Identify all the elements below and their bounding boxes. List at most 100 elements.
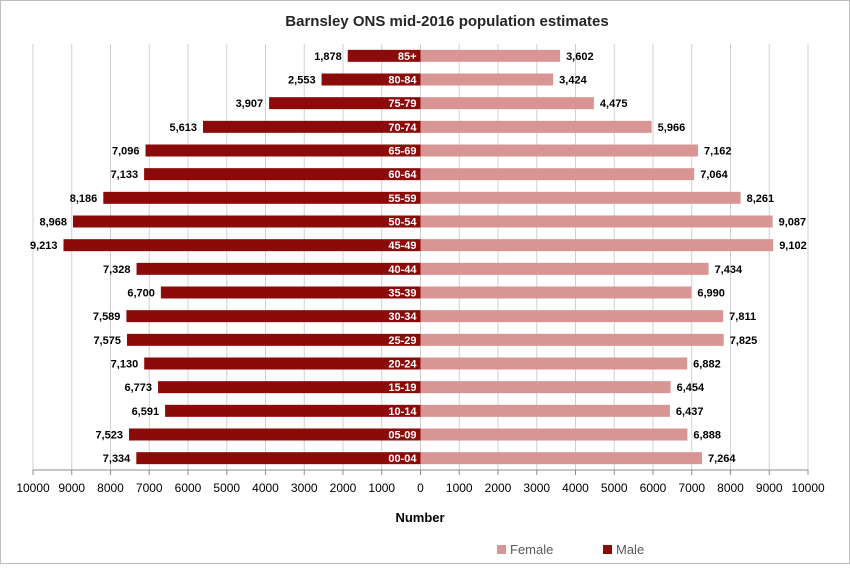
male-data-label: 3,907 — [236, 98, 264, 110]
x-tick-label: 9000 — [756, 481, 783, 495]
female-data-label: 7,825 — [730, 335, 758, 347]
x-tick-label: 3000 — [291, 481, 318, 495]
male-bar — [144, 357, 421, 370]
female-data-label: 6,437 — [676, 406, 704, 418]
x-tick-label: 10000 — [791, 481, 825, 495]
age-group-label: 85+ — [398, 51, 417, 63]
female-bar — [420, 357, 688, 370]
female-data-label: 7,434 — [715, 264, 743, 276]
age-group-label: 35-39 — [388, 288, 416, 300]
female-bar — [420, 333, 724, 346]
age-group-label: 45-49 — [388, 240, 416, 252]
female-data-label: 3,602 — [566, 51, 594, 63]
male-bar — [136, 452, 421, 465]
legend-label-male: Male — [616, 542, 644, 557]
x-tick-label: 6000 — [640, 481, 667, 495]
x-tick-label: 9000 — [58, 481, 85, 495]
female-bar — [420, 286, 692, 299]
female-bar — [420, 452, 702, 465]
female-data-label: 7,064 — [700, 169, 728, 181]
x-tick-label: 5000 — [213, 481, 240, 495]
female-data-label: 6,888 — [693, 430, 721, 442]
age-group-label: 50-54 — [388, 217, 417, 229]
gridlines — [32, 44, 809, 475]
female-data-label: 7,811 — [729, 311, 756, 323]
male-data-label: 7,523 — [95, 430, 123, 442]
male-data-label: 7,589 — [93, 311, 121, 323]
male-data-label: 7,096 — [112, 146, 140, 158]
male-bar — [103, 191, 421, 204]
x-tick-labels: 10000 9000 8000 7000 6000 5000 4000 3000 2000 100… — [16, 481, 825, 495]
female-bar — [420, 191, 741, 204]
female-data-label: 9,102 — [779, 240, 807, 252]
female-data-label: 4,475 — [600, 98, 628, 110]
legend-swatch-male — [603, 545, 612, 554]
age-group-label: 30-34 — [388, 311, 417, 323]
male-data-label: 6,700 — [127, 288, 155, 300]
age-group-label: 65-69 — [388, 146, 416, 158]
x-tick-label: 3000 — [523, 481, 550, 495]
male-data-label: 2,553 — [288, 75, 316, 87]
x-tick-label: 8000 — [717, 481, 744, 495]
female-bar — [420, 73, 554, 86]
female-bar — [420, 168, 695, 181]
x-axis-label: Number — [395, 510, 444, 525]
female-data-label: 6,454 — [677, 382, 705, 394]
female-data-label: 6,990 — [697, 288, 725, 300]
male-bar — [202, 120, 421, 133]
age-group-label: 60-64 — [388, 169, 417, 181]
female-data-label: 7,162 — [704, 146, 732, 158]
male-data-label: 6,591 — [132, 406, 160, 418]
legend-label-female: Female — [510, 542, 553, 557]
male-data-label: 9,213 — [30, 240, 58, 252]
male-data-label: 8,186 — [70, 193, 98, 205]
legend: Female Male — [497, 542, 644, 557]
female-data-label: 5,966 — [658, 122, 686, 134]
female-data-label: 3,424 — [559, 75, 587, 87]
male-data-label: 7,130 — [111, 359, 139, 371]
x-tick-label: 0 — [417, 481, 424, 495]
x-tick-label: 2000 — [485, 481, 512, 495]
x-tick-label: 5000 — [601, 481, 628, 495]
male-bar — [145, 144, 421, 157]
male-bar — [347, 49, 421, 62]
x-tick-label: 10000 — [16, 481, 50, 495]
age-group-label: 80-84 — [388, 75, 417, 87]
female-data-label: 9,087 — [779, 217, 807, 229]
female-data-label: 8,261 — [747, 193, 775, 205]
male-bar — [63, 239, 421, 252]
female-bar — [420, 215, 773, 228]
male-bar — [126, 333, 421, 346]
legend-swatch-female — [497, 545, 506, 554]
male-data-label: 7,133 — [111, 169, 139, 181]
female-bar — [420, 239, 774, 252]
age-group-label: 15-19 — [388, 382, 416, 394]
x-tick-label: 8000 — [97, 481, 124, 495]
male-bar — [165, 404, 421, 417]
x-tick-label: 2000 — [330, 481, 357, 495]
x-tick-label: 7000 — [678, 481, 705, 495]
female-bar — [420, 310, 724, 323]
age-group-label: 20-24 — [388, 359, 417, 371]
male-data-label: 1,878 — [314, 51, 342, 63]
x-tick-label: 4000 — [252, 481, 279, 495]
male-bar — [126, 310, 421, 323]
female-bar — [420, 404, 670, 417]
male-bar — [158, 381, 421, 394]
male-data-label: 7,334 — [103, 453, 131, 465]
x-tick-label: 4000 — [562, 481, 589, 495]
bars: 00-04 7,334 7,264 05-09 7,523 6,888 10-14 6,591… — [30, 49, 807, 465]
age-group-label: 70-74 — [388, 122, 417, 134]
female-bar — [420, 428, 688, 441]
x-tick-label: 6000 — [175, 481, 202, 495]
male-data-label: 8,968 — [39, 217, 67, 229]
x-tick-label: 1000 — [368, 481, 395, 495]
male-data-label: 6,773 — [125, 382, 153, 394]
female-bar — [420, 381, 671, 394]
female-bar — [420, 144, 699, 157]
male-data-label: 7,328 — [103, 264, 131, 276]
female-bar — [420, 97, 594, 110]
male-bar — [321, 73, 421, 86]
female-data-label: 6,882 — [693, 359, 721, 371]
